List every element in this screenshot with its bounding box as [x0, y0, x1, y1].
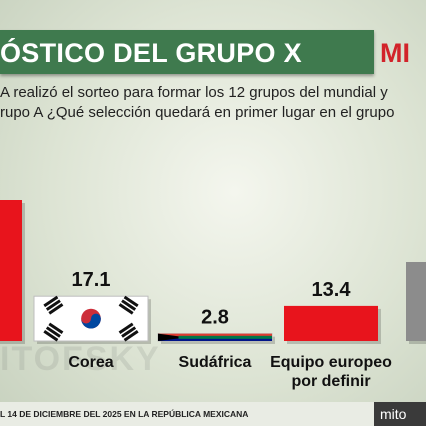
- value-label-3: 13.4: [312, 279, 352, 301]
- category-label-3: por definir: [291, 373, 370, 390]
- question-line-2: rupo A ¿Qué selección quedará en primer …: [0, 104, 395, 121]
- watermark: ITOFSKY: [0, 340, 161, 378]
- value-label-2: 2.8: [201, 307, 229, 329]
- category-label-1: Corea: [68, 354, 113, 371]
- value-label-1: 17.1: [72, 269, 111, 291]
- bar-0: [0, 200, 22, 341]
- bar-3: [284, 305, 378, 341]
- footer-text: L 14 DE DICIEMBRE DEL 2025 EN LA REPÚBLI…: [0, 409, 249, 419]
- footer-logo: mito: [374, 402, 426, 426]
- bar-4: [406, 262, 426, 341]
- category-label-3: Equipo europeo: [270, 354, 392, 371]
- category-label-2: Sudáfrica: [179, 354, 252, 371]
- title-bar: [0, 30, 374, 74]
- south-korea-flag-icon: [43, 295, 139, 342]
- question-line-1: A realizó el sorteo para formar los 12 g…: [0, 84, 388, 101]
- south-africa-flag-icon: [158, 333, 272, 341]
- logo: MI: [380, 38, 410, 68]
- footer-bar: [0, 402, 426, 426]
- page-title: ÓSTICO DEL GRUPO X: [0, 38, 302, 68]
